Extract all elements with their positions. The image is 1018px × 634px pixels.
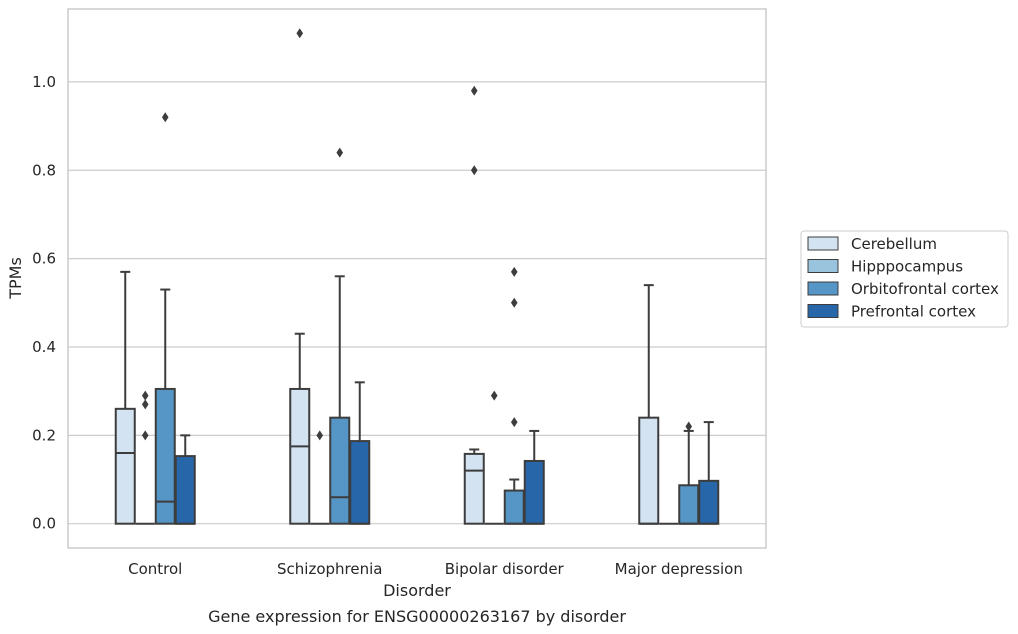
box xyxy=(349,381,371,525)
x-axis-label: Disorder xyxy=(383,581,451,600)
box xyxy=(678,421,700,525)
outlier-point xyxy=(490,390,498,401)
series-group xyxy=(114,28,660,525)
outlier-point xyxy=(510,266,518,277)
box-rect xyxy=(154,387,176,525)
outlier-point xyxy=(336,147,344,158)
outlier-point xyxy=(510,297,518,308)
series-group xyxy=(135,390,679,525)
box xyxy=(154,112,176,525)
legend-label: Hipppocampus xyxy=(851,258,963,276)
chart-title: Gene expression for ENSG00000263167 by d… xyxy=(208,607,626,626)
box-rect xyxy=(289,387,311,525)
box-plot-series xyxy=(114,28,720,525)
box xyxy=(463,85,485,525)
x-tick-label: Major depression xyxy=(615,560,743,578)
box-rect xyxy=(329,416,351,525)
y-axis-ticks: 0.0 0.2 0.4 0.6 0.8 1.0 xyxy=(32,73,56,533)
outlier-point xyxy=(470,85,478,96)
series-group xyxy=(174,381,720,525)
y-tick-label: 0.4 xyxy=(32,338,56,356)
box-rect xyxy=(349,440,371,525)
box-rect xyxy=(503,489,525,525)
outlier-point xyxy=(296,28,304,39)
legend-swatch xyxy=(807,236,839,251)
y-tick-label: 0.6 xyxy=(32,250,56,268)
box-rect xyxy=(698,479,720,525)
box xyxy=(698,421,720,525)
outlier-point xyxy=(470,165,478,176)
x-tick-label: Bipolar disorder xyxy=(445,560,565,578)
outlier-point xyxy=(510,417,518,428)
legend-swatch xyxy=(807,281,839,296)
box xyxy=(174,434,196,525)
outlier-point xyxy=(141,390,149,401)
x-tick-label: Schizophrenia xyxy=(277,560,382,578)
legend-frame xyxy=(800,230,1009,328)
y-tick-label: 1.0 xyxy=(32,73,56,91)
box xyxy=(114,270,136,525)
x-tick-label: Control xyxy=(128,560,182,578)
box xyxy=(329,147,351,525)
box-rect xyxy=(174,455,196,525)
plot-frame xyxy=(67,8,767,549)
box xyxy=(638,284,660,525)
outlier-point xyxy=(161,112,169,123)
y-axis-label: TPMs xyxy=(6,257,25,300)
y-tick-label: 0.2 xyxy=(32,426,56,444)
box xyxy=(135,390,155,525)
box-rect xyxy=(638,416,660,525)
y-tick-label: 0.0 xyxy=(32,515,56,533)
x-axis-ticks: Control Schizophrenia Bipolar disorder Majo… xyxy=(128,560,743,578)
legend-label: Prefrontal cortex xyxy=(851,303,976,321)
box-rect xyxy=(463,452,485,525)
outlier-point xyxy=(316,430,324,441)
box-rect xyxy=(114,407,136,525)
box-rect xyxy=(678,484,700,525)
legend-swatch xyxy=(807,304,839,318)
box xyxy=(523,429,545,525)
box-rect xyxy=(523,459,545,525)
y-tick-label: 0.8 xyxy=(32,161,56,179)
box xyxy=(310,430,330,525)
legend-label: Cerebellum xyxy=(851,235,937,253)
series-group xyxy=(154,112,700,525)
outlier-point xyxy=(685,421,693,432)
box xyxy=(503,266,525,525)
box xyxy=(289,28,311,525)
legend: Cerebellum Hipppocampus Orbitofrontal cort… xyxy=(800,230,1009,328)
outlier-point xyxy=(141,430,149,441)
box xyxy=(484,390,504,525)
outlier-point xyxy=(141,399,149,410)
legend-swatch xyxy=(807,259,839,273)
legend-label: Orbitofrontal cortex xyxy=(851,280,999,298)
